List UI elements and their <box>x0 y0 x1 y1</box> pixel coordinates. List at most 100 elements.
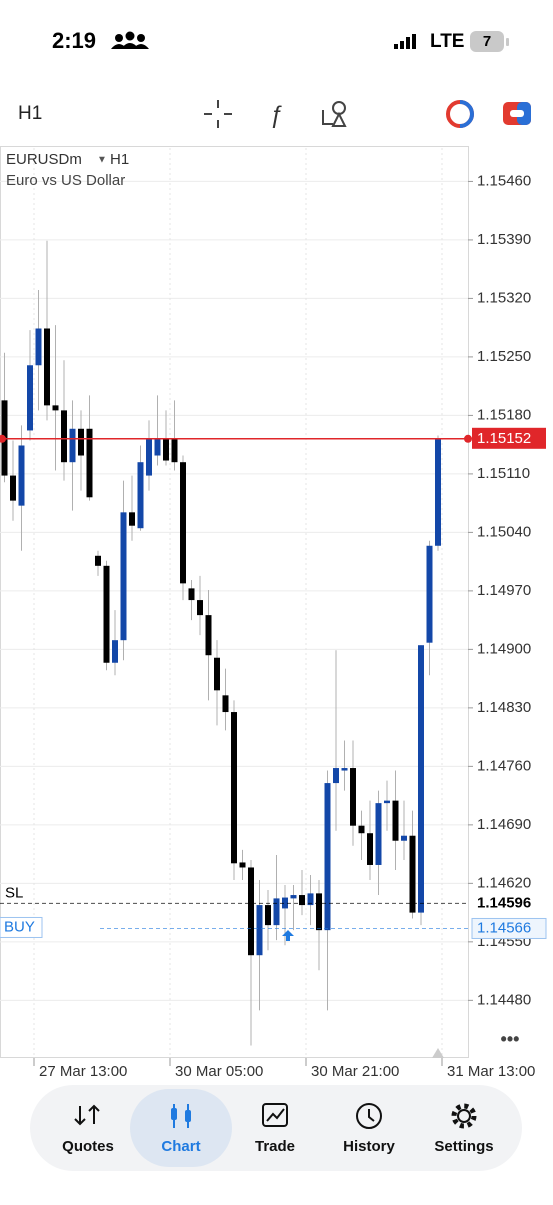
candle-body <box>435 438 441 546</box>
candle-body <box>61 410 67 463</box>
candle-body <box>265 905 271 926</box>
x-tick-label: 31 Mar 13:00 <box>447 1063 535 1080</box>
candle-body <box>188 588 195 601</box>
trade-button[interactable] <box>503 102 531 125</box>
candle-body <box>103 565 110 663</box>
candle-body <box>205 615 212 656</box>
nav-label[interactable]: Trade <box>255 1138 295 1155</box>
y-tick-label: 1.14760 <box>477 757 531 774</box>
nav-label[interactable]: Settings <box>434 1138 493 1155</box>
buy-arrow <box>282 930 294 941</box>
y-tick-label: 1.14900 <box>477 640 531 657</box>
level-price-box <box>472 893 546 914</box>
y-tick-label: 1.14690 <box>477 816 531 833</box>
chart-menu[interactable]: ••• <box>501 1029 520 1049</box>
timeframe-button[interactable]: H1 <box>18 103 42 124</box>
nav-icon <box>356 1103 382 1129</box>
level-price: 1.14596 <box>477 894 531 911</box>
y-tick-label: 1.15320 <box>477 289 531 306</box>
candle-body <box>392 800 399 841</box>
objects-button[interactable] <box>322 101 347 127</box>
network-type: LTE <box>430 31 464 52</box>
candle-body <box>180 462 186 584</box>
y-tick-label: 1.14620 <box>477 874 531 891</box>
current-price-box <box>472 427 546 449</box>
level-price: 1.14566 <box>477 919 531 936</box>
candle-body <box>367 833 373 865</box>
candle-body <box>316 893 322 931</box>
candle-body <box>350 768 356 826</box>
nav-active-bg <box>130 1089 232 1167</box>
nav-item[interactable]: Settings <box>434 1103 494 1155</box>
y-tick-label: 1.15250 <box>477 348 531 365</box>
x-tick-label: 30 Mar 21:00 <box>311 1063 399 1080</box>
chart-shift-marker[interactable] <box>432 1048 444 1058</box>
nav-bar <box>30 1085 522 1171</box>
candle-body <box>239 862 246 868</box>
y-tick-label: 1.15390 <box>477 231 531 248</box>
nav-items: Quotes Chart Trade History Settings <box>62 1089 494 1167</box>
symbol-dropdown[interactable]: ▼ <box>97 155 107 166</box>
nav-label[interactable]: Chart <box>161 1138 200 1155</box>
crosshair-button[interactable] <box>204 100 232 128</box>
battery-tip <box>506 38 509 46</box>
chart-symbol[interactable]: EURUSDm <box>6 151 82 168</box>
indicators-button[interactable]: ƒ <box>269 101 282 128</box>
candle-body <box>426 545 433 643</box>
nav-icon <box>74 1104 100 1126</box>
candle-body <box>248 867 254 956</box>
chart-description: Euro vs US Dollar <box>6 172 125 189</box>
candle-body <box>44 328 50 406</box>
nav-icon <box>262 1103 288 1127</box>
nav-item[interactable]: History <box>343 1103 395 1155</box>
candle-body <box>112 640 118 663</box>
candle-body <box>78 428 84 456</box>
y-tick-label: 1.15110 <box>477 465 530 482</box>
candle-body <box>171 438 178 463</box>
candle-body <box>35 328 42 366</box>
candle-body <box>120 512 127 641</box>
candle-body <box>137 462 144 529</box>
candle-body <box>358 825 365 834</box>
candle-body <box>333 768 339 784</box>
battery-icon <box>470 31 504 52</box>
y-tick-label: 1.15180 <box>477 406 531 423</box>
candle-body <box>129 512 135 526</box>
nav-item[interactable]: Chart <box>130 1089 232 1167</box>
nav-label[interactable]: Quotes <box>62 1138 114 1155</box>
candle-body <box>384 800 390 804</box>
current-price-dot <box>0 434 6 443</box>
candle-body <box>95 555 101 566</box>
nav-label[interactable]: History <box>343 1138 395 1155</box>
nav-item[interactable]: Trade <box>255 1103 295 1155</box>
candle-body <box>27 365 33 431</box>
candle-body <box>197 600 203 616</box>
level-name[interactable]: SL <box>5 884 23 901</box>
chart-frame <box>0 146 469 1058</box>
candle-body <box>231 712 237 864</box>
chart-plot: 1.15460 1.15390 1.15320 1.15250 1.15180 1.151… <box>0 148 547 1080</box>
nav-icon <box>266 1108 285 1122</box>
signal-icon <box>394 34 416 49</box>
candle-body <box>409 835 416 913</box>
current-price-label: 1.15152 <box>477 430 531 447</box>
candle-body <box>307 893 314 906</box>
candle-body <box>273 898 280 926</box>
level-price-box <box>471 917 547 939</box>
x-tick-label: 27 Mar 13:00 <box>39 1063 127 1080</box>
account-button[interactable] <box>446 100 474 128</box>
candle-body <box>401 835 407 841</box>
level-tag-box <box>0 916 43 938</box>
candle-body <box>154 438 161 456</box>
candle-body <box>52 405 59 411</box>
nav-icon <box>368 1109 375 1122</box>
status-time: 2:19 <box>52 28 96 53</box>
level-name[interactable]: BUY <box>4 918 35 935</box>
nav-icon <box>457 1109 471 1123</box>
candle-body <box>324 783 331 931</box>
battery-level: 7 <box>483 33 491 50</box>
x-tick-label: 30 Mar 05:00 <box>175 1063 263 1080</box>
candle-body <box>299 895 305 906</box>
nav-item[interactable]: Quotes <box>62 1104 114 1155</box>
